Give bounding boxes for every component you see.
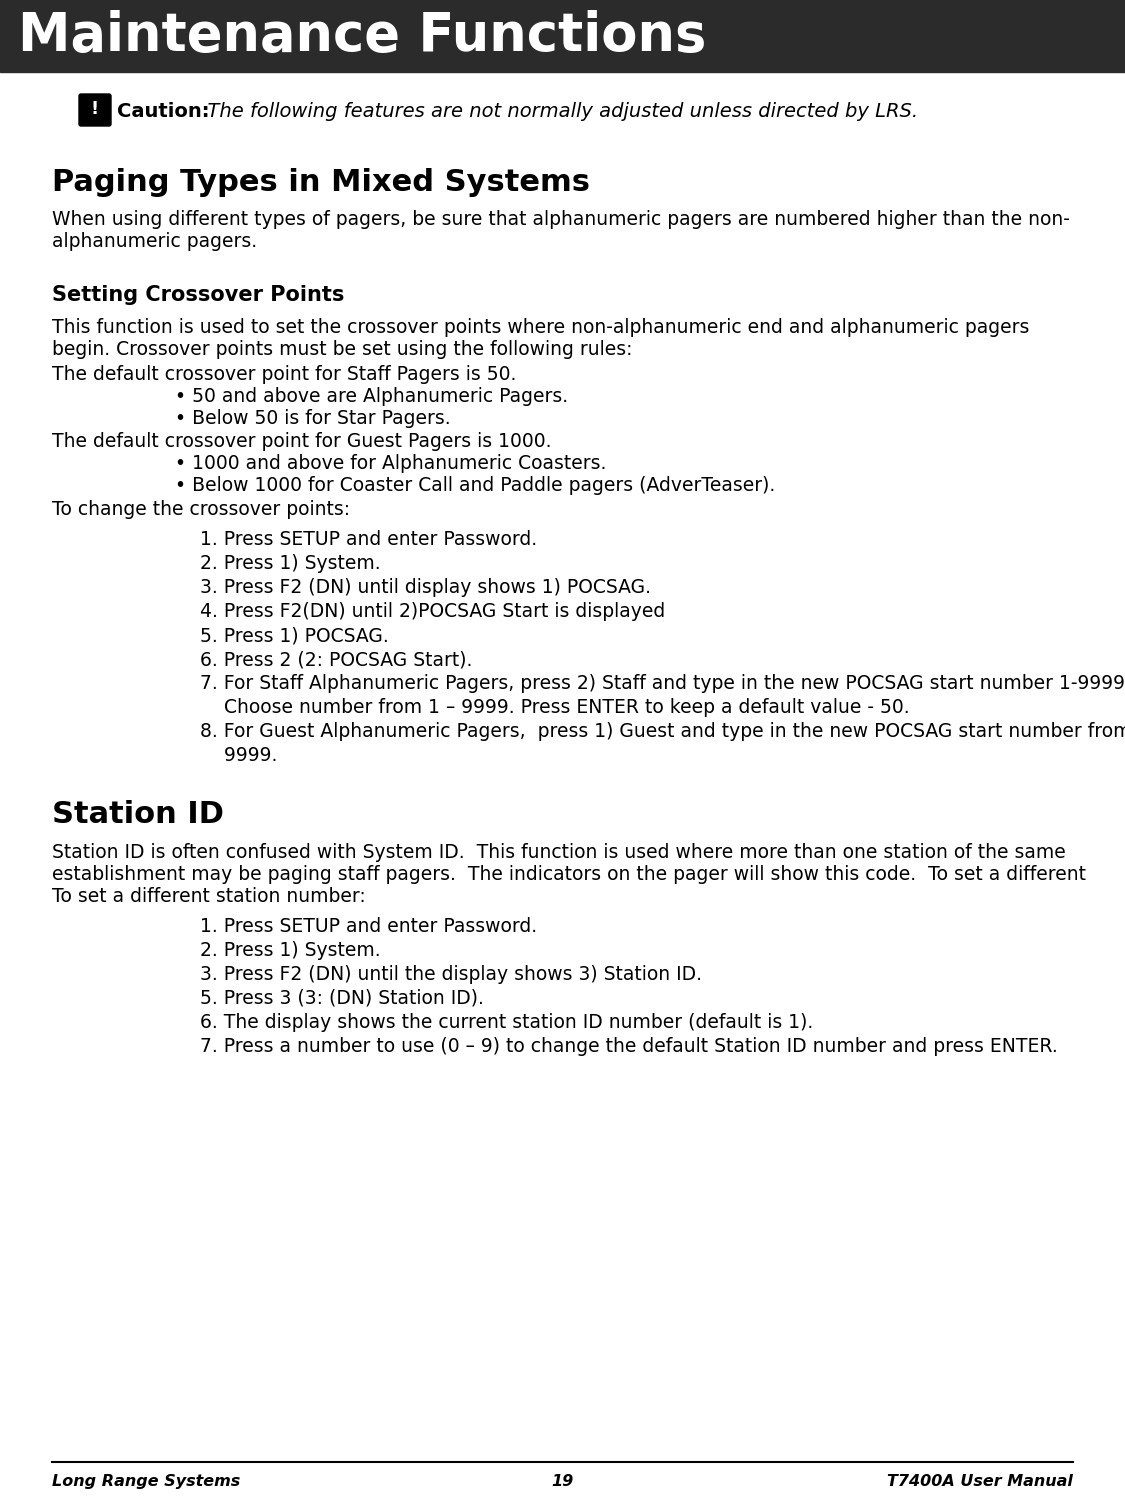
Text: 1. Press SETUP and enter Password.: 1. Press SETUP and enter Password. [200, 530, 537, 549]
Text: 19: 19 [551, 1474, 573, 1489]
Text: • 1000 and above for Alphanumeric Coasters.: • 1000 and above for Alphanumeric Coaste… [176, 454, 606, 473]
Text: establishment may be paging staff pagers.  The indicators on the pager will show: establishment may be paging staff pagers… [52, 865, 1086, 885]
Text: 6. Press 2 (2: POCSAG Start).: 6. Press 2 (2: POCSAG Start). [200, 650, 472, 669]
Text: 3. Press F2 (DN) until display shows 1) POCSAG.: 3. Press F2 (DN) until display shows 1) … [200, 579, 651, 597]
Text: Choose number from 1 – 9999. Press ENTER to keep a default value - 50.: Choose number from 1 – 9999. Press ENTER… [200, 698, 910, 717]
Text: T7400A User Manual: T7400A User Manual [888, 1474, 1073, 1489]
Text: 6. The display shows the current station ID number (default is 1).: 6. The display shows the current station… [200, 1013, 813, 1032]
Text: Caution:: Caution: [117, 102, 209, 121]
Text: When using different types of pagers, be sure that alphanumeric pagers are numbe: When using different types of pagers, be… [52, 209, 1070, 229]
Text: 7. For Staff Alphanumeric Pagers, press 2) Staff and type in the new POCSAG star: 7. For Staff Alphanumeric Pagers, press … [200, 674, 1125, 693]
Text: Paging Types in Mixed Systems: Paging Types in Mixed Systems [52, 167, 590, 197]
Text: • 50 and above are Alphanumeric Pagers.: • 50 and above are Alphanumeric Pagers. [176, 387, 568, 405]
Text: To set a different station number:: To set a different station number: [52, 888, 366, 906]
Text: This function is used to set the crossover points where non-alphanumeric end and: This function is used to set the crossov… [52, 318, 1029, 338]
Text: The default crossover point for Guest Pagers is 1000.: The default crossover point for Guest Pa… [52, 433, 551, 451]
Text: 4. Press F2(DN) until 2)POCSAG Start is displayed: 4. Press F2(DN) until 2)POCSAG Start is … [200, 601, 665, 621]
Text: Setting Crossover Points: Setting Crossover Points [52, 285, 344, 304]
Text: • Below 50 is for Star Pagers.: • Below 50 is for Star Pagers. [176, 408, 451, 428]
Text: !: ! [91, 99, 99, 118]
Text: 1. Press SETUP and enter Password.: 1. Press SETUP and enter Password. [200, 916, 537, 936]
Text: The default crossover point for Staff Pagers is 50.: The default crossover point for Staff Pa… [52, 365, 516, 384]
Text: • Below 1000 for Coaster Call and Paddle pagers (AdverTeaser).: • Below 1000 for Coaster Call and Paddle… [176, 476, 775, 494]
Text: Station ID: Station ID [52, 800, 224, 829]
Text: 9999.: 9999. [200, 746, 278, 766]
Text: The following features are not normally adjusted unless directed by LRS.: The following features are not normally … [195, 102, 918, 121]
Text: 2. Press 1) System.: 2. Press 1) System. [200, 940, 380, 960]
Text: Station ID is often confused with System ID.  This function is used where more t: Station ID is often confused with System… [52, 842, 1065, 862]
FancyBboxPatch shape [79, 93, 111, 127]
Text: 2. Press 1) System.: 2. Press 1) System. [200, 555, 380, 573]
Text: To change the crossover points:: To change the crossover points: [52, 500, 350, 518]
Text: Long Range Systems: Long Range Systems [52, 1474, 241, 1489]
Text: alphanumeric pagers.: alphanumeric pagers. [52, 232, 258, 252]
Text: 5. Press 1) POCSAG.: 5. Press 1) POCSAG. [200, 625, 389, 645]
Text: 3. Press F2 (DN) until the display shows 3) Station ID.: 3. Press F2 (DN) until the display shows… [200, 964, 702, 984]
Text: 5. Press 3 (3: (DN) Station ID).: 5. Press 3 (3: (DN) Station ID). [200, 989, 484, 1008]
Text: begin. Crossover points must be set using the following rules:: begin. Crossover points must be set usin… [52, 341, 632, 359]
Text: 8. For Guest Alphanumeric Pagers,  press 1) Guest and type in the new POCSAG sta: 8. For Guest Alphanumeric Pagers, press … [200, 722, 1125, 741]
Text: Maintenance Functions: Maintenance Functions [18, 11, 706, 62]
Bar [0, 0, 1125, 72]
Text: 7. Press a number to use (0 – 9) to change the default Station ID number and pre: 7. Press a number to use (0 – 9) to chan… [200, 1037, 1058, 1056]
